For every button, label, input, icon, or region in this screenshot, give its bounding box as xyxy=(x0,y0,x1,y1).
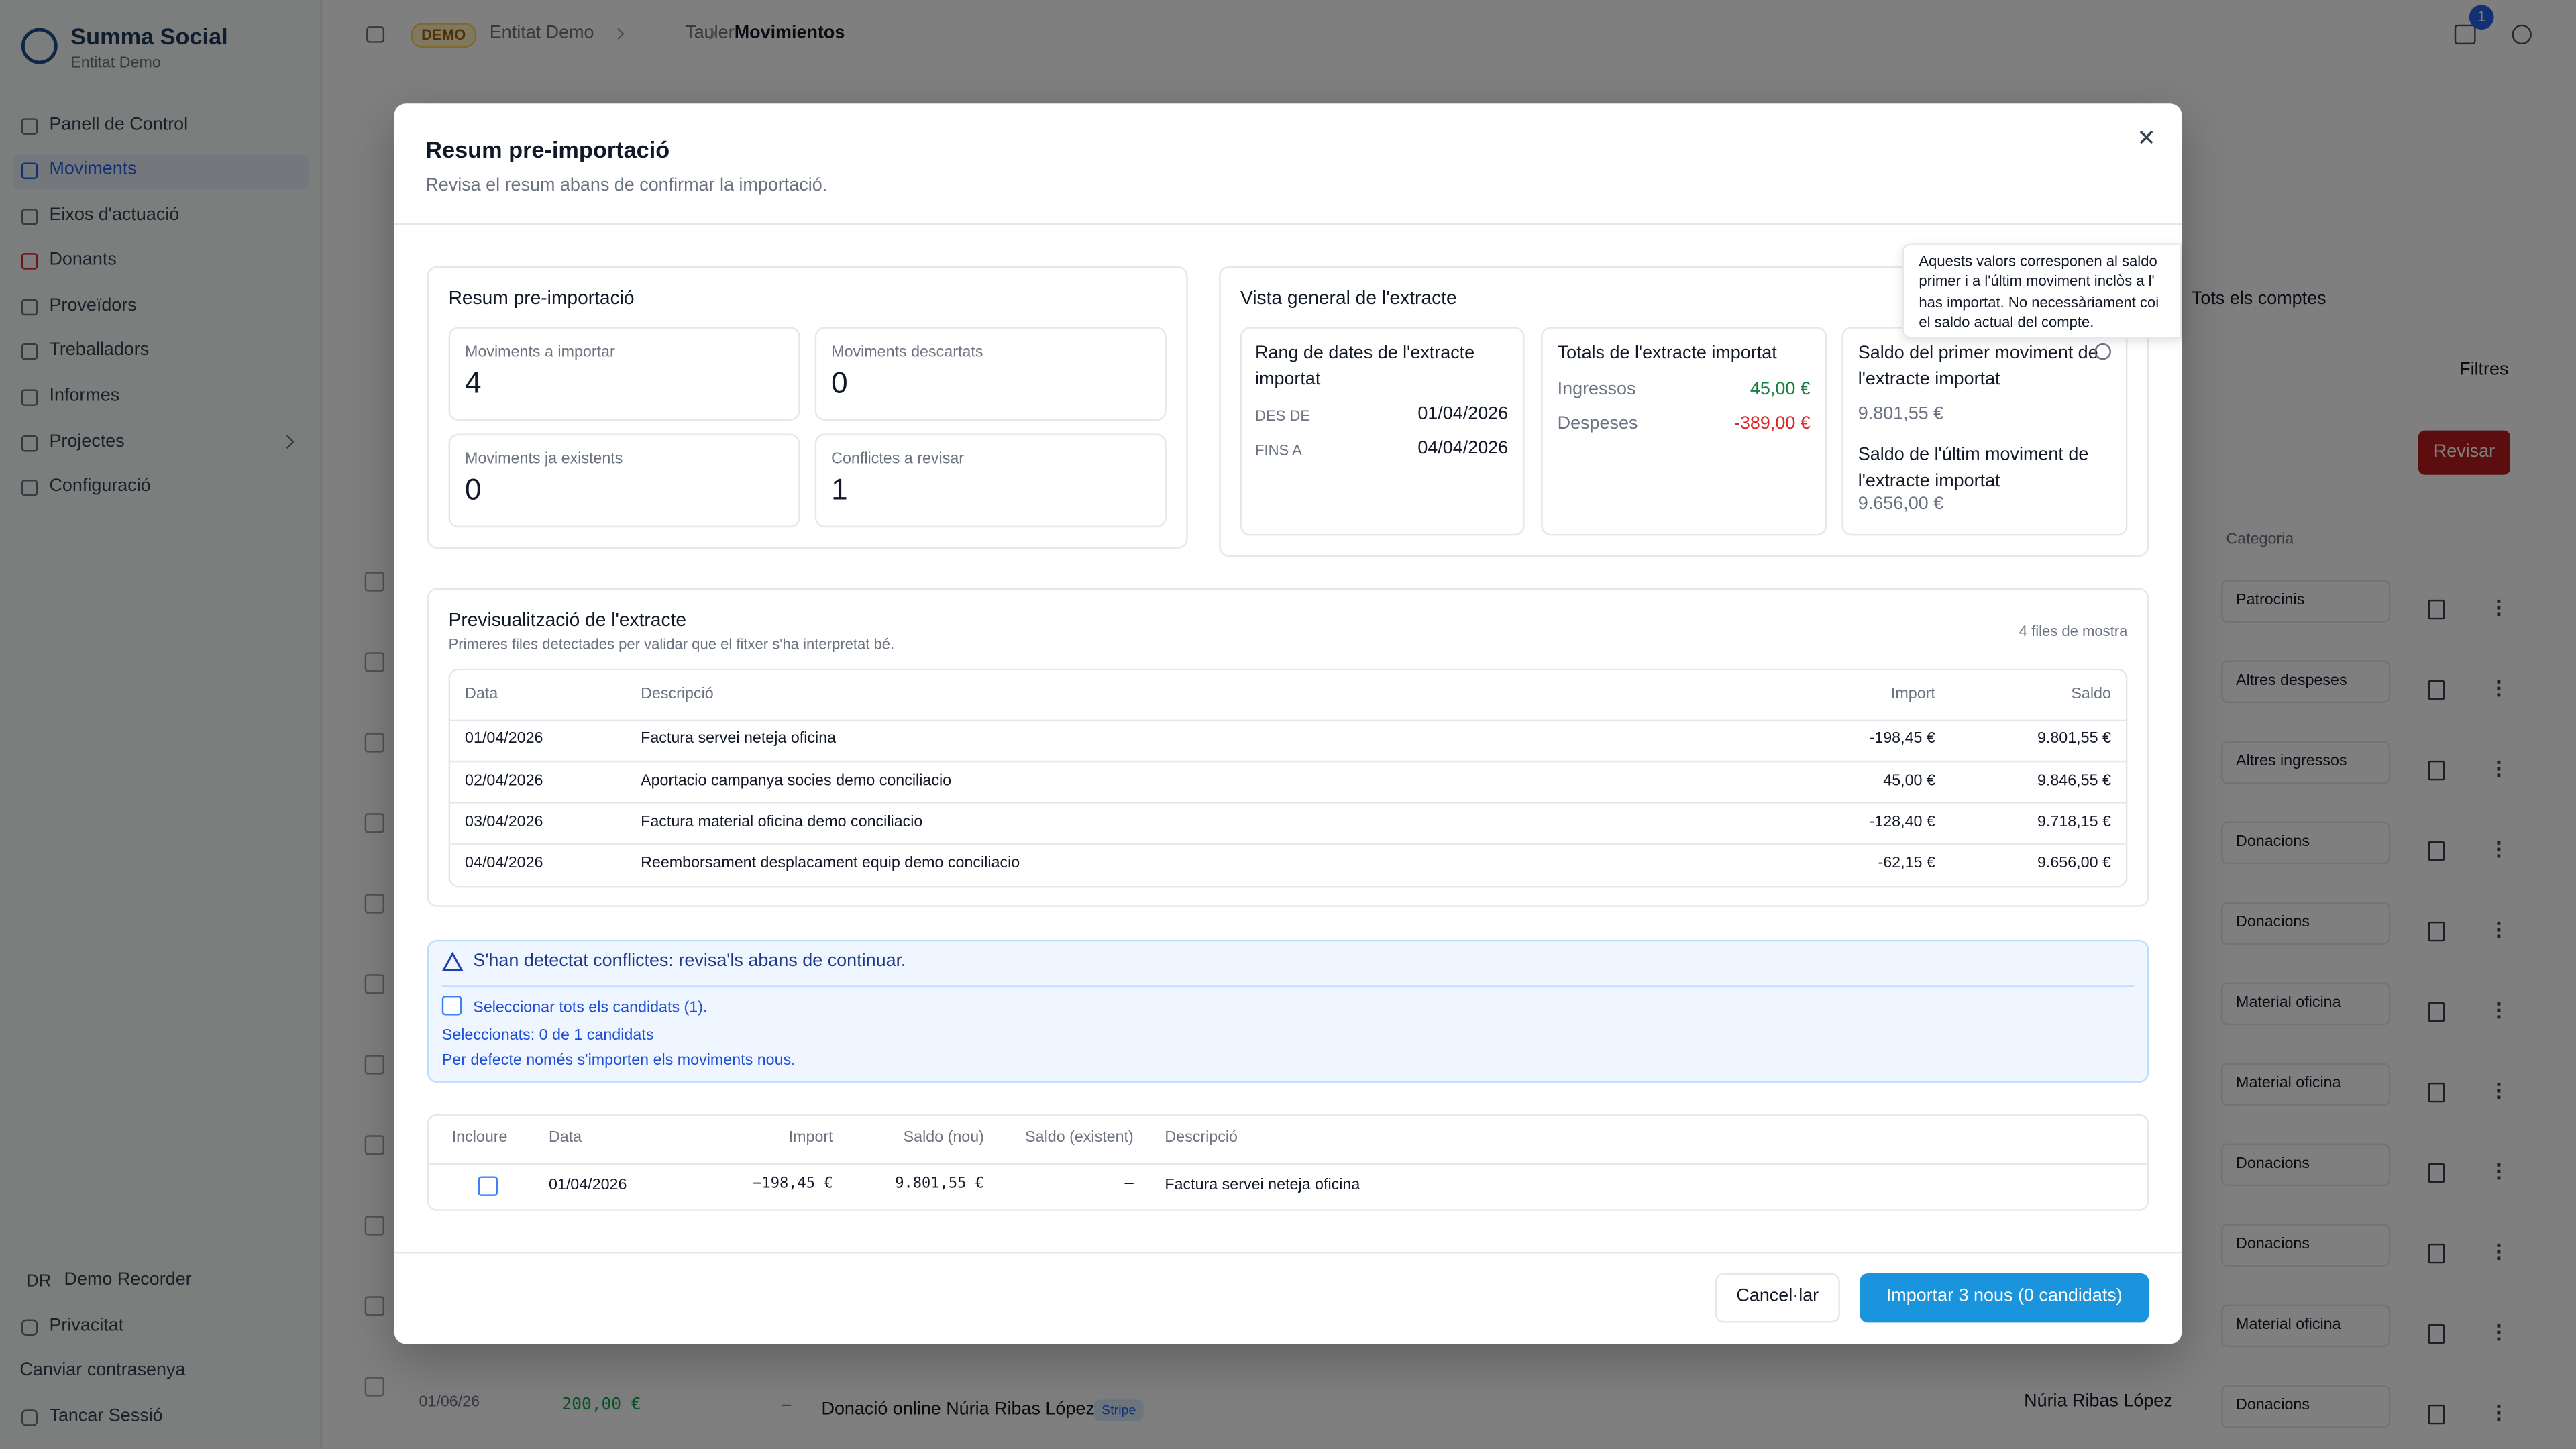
conflict-divider xyxy=(441,985,2135,987)
column-header: Incloure xyxy=(451,1129,508,1148)
tooltip: Aquests valors corresponen al saldo prime… xyxy=(1902,243,2182,339)
select-all[interactable]: Seleccionar tots els candidats (1). xyxy=(473,999,708,1018)
cell: -128,40 € xyxy=(1869,813,1935,832)
to-label: FINS A xyxy=(1255,441,1302,458)
tooltip-line: Aquests valors corresponen al saldo xyxy=(1919,252,2157,269)
cell: 02/04/2026 xyxy=(465,771,543,790)
include-checkbox[interactable] xyxy=(478,1176,498,1196)
stat-label: Moviments descartats xyxy=(831,343,983,362)
to-date: 04/04/2026 xyxy=(1417,439,1509,459)
date-range-title: Rang de dates de l'extracte importat xyxy=(1255,343,1475,389)
from-date: 01/04/2026 xyxy=(1417,405,1509,425)
totals-title: Totals de l'extracte importat xyxy=(1557,343,1777,364)
select-all-checkbox[interactable] xyxy=(441,996,462,1016)
cell: Factura servei neteja oficina xyxy=(1165,1177,1360,1195)
overview-title: Vista general de l'extracte xyxy=(1240,288,1457,309)
warning-icon xyxy=(441,951,464,973)
row-divider xyxy=(450,802,2126,804)
income-value: 45,00 € xyxy=(1750,380,1811,400)
cell: 04/04/2026 xyxy=(465,855,543,873)
cell: 9.801,55 € xyxy=(2037,730,2111,749)
column-header: Descripció xyxy=(641,686,714,704)
cell: 9.801,55 € xyxy=(895,1177,984,1193)
row-divider xyxy=(450,718,2126,720)
stat-value: 4 xyxy=(465,367,482,400)
modal-title: Resum pre-importació xyxy=(425,136,670,163)
stat-value: 0 xyxy=(465,474,482,507)
expense-value: -389,00 € xyxy=(1733,414,1811,435)
column-header: Descripció xyxy=(1165,1129,1238,1148)
cell: Factura material oficina demo conciliaci… xyxy=(641,813,923,832)
stat-box xyxy=(814,433,1167,528)
cell: −198,45 € xyxy=(753,1177,833,1193)
first-balance: 9.801,55 € xyxy=(1858,405,1944,425)
preview-title: Previsualització de l'extracte xyxy=(448,610,687,631)
column-header: Import xyxy=(788,1129,833,1148)
conflict-message: S'han detectat conflictes: revisa'ls aba… xyxy=(473,951,906,972)
last-balance-label: Saldo de l'últim moviment de l'extracte … xyxy=(1858,445,2089,491)
cell: Factura servei neteja oficina xyxy=(641,730,837,749)
import-button[interactable] xyxy=(1860,1273,2149,1323)
row-divider xyxy=(450,760,2126,762)
tooltip-line: el saldo actual del compte. xyxy=(1919,314,2094,331)
stat-label: Conflictes a revisar xyxy=(831,450,965,469)
tooltip-line: has importat. No necessàriament coi xyxy=(1919,293,2159,311)
column-header: Data xyxy=(548,1129,582,1148)
stat-box xyxy=(814,327,1167,421)
cell: 01/04/2026 xyxy=(465,730,543,749)
last-balance: 9.656,00 € xyxy=(1858,494,1944,515)
cell: 9.656,00 € xyxy=(2037,855,2111,873)
cell: – xyxy=(1124,1177,1134,1193)
date-range-box xyxy=(1240,327,1525,536)
cell: Reemborsament desplacament equip demo co… xyxy=(641,855,1020,873)
close-icon xyxy=(2139,130,2153,144)
stat-label: Moviments ja existents xyxy=(465,450,623,469)
column-header: Saldo xyxy=(2071,686,2111,704)
cancel-button[interactable] xyxy=(1715,1273,1840,1323)
row-divider xyxy=(450,843,2126,845)
cancel-text: Cancel·lar xyxy=(1736,1287,1819,1307)
column-header: Data xyxy=(465,686,498,704)
warning-icon-shape xyxy=(441,951,464,971)
stat-value: 0 xyxy=(831,367,848,400)
selected-count: Seleccionats: 0 de 1 candidats xyxy=(441,1027,654,1046)
preview-count: 4 files de mostra xyxy=(2019,622,2128,639)
cell: 03/04/2026 xyxy=(465,813,543,832)
cell: 01/04/2026 xyxy=(548,1177,627,1195)
cell: 45,00 € xyxy=(1883,771,1935,790)
tooltip-line: primer i a l'últim moviment inclòs a l' xyxy=(1919,272,2155,290)
summary-title: Resum pre-importació xyxy=(448,288,635,309)
candidates-header-divider xyxy=(429,1163,2147,1165)
totals-box xyxy=(1541,327,1827,536)
stat-box xyxy=(448,433,800,528)
modal-divider xyxy=(394,223,2182,225)
import-text: Importar 3 nous (0 candidats) xyxy=(1886,1287,2123,1307)
column-header: Import xyxy=(1890,686,1935,704)
preview-table xyxy=(448,668,2128,888)
cell: 9.846,55 € xyxy=(2037,771,2111,790)
footer-divider xyxy=(394,1252,2182,1254)
income-label: Ingressos xyxy=(1557,380,1636,400)
first-balance-label: Saldo del primer moviment de l'extracte … xyxy=(1858,343,2098,389)
from-label: DES DE xyxy=(1255,407,1311,424)
column-header: Saldo (existent) xyxy=(1025,1129,1134,1148)
cell: -198,45 € xyxy=(1869,730,1935,749)
conflict-box xyxy=(427,939,2149,1083)
cell: Aportacio campanya socies demo conciliac… xyxy=(641,771,952,790)
modal-subtitle: Revisa el resum abans de confirmar la im… xyxy=(425,176,828,197)
cell: -62,15 € xyxy=(1878,855,1935,873)
stat-label: Moviments a importar xyxy=(465,343,615,362)
stat-box xyxy=(448,327,800,421)
column-header: Saldo (nou) xyxy=(903,1129,984,1148)
cell: 9.718,15 € xyxy=(2037,813,2111,832)
conflict-note: Per defecte només s'importen els movimen… xyxy=(441,1052,796,1071)
close-button[interactable] xyxy=(2136,127,2157,148)
stat-value: 1 xyxy=(831,474,848,507)
preview-subtitle: Primeres files detectades per validar qu… xyxy=(448,635,895,652)
candidates-table xyxy=(427,1114,2149,1211)
info-icon[interactable] xyxy=(2094,343,2111,360)
expense-label: Despeses xyxy=(1557,414,1638,435)
